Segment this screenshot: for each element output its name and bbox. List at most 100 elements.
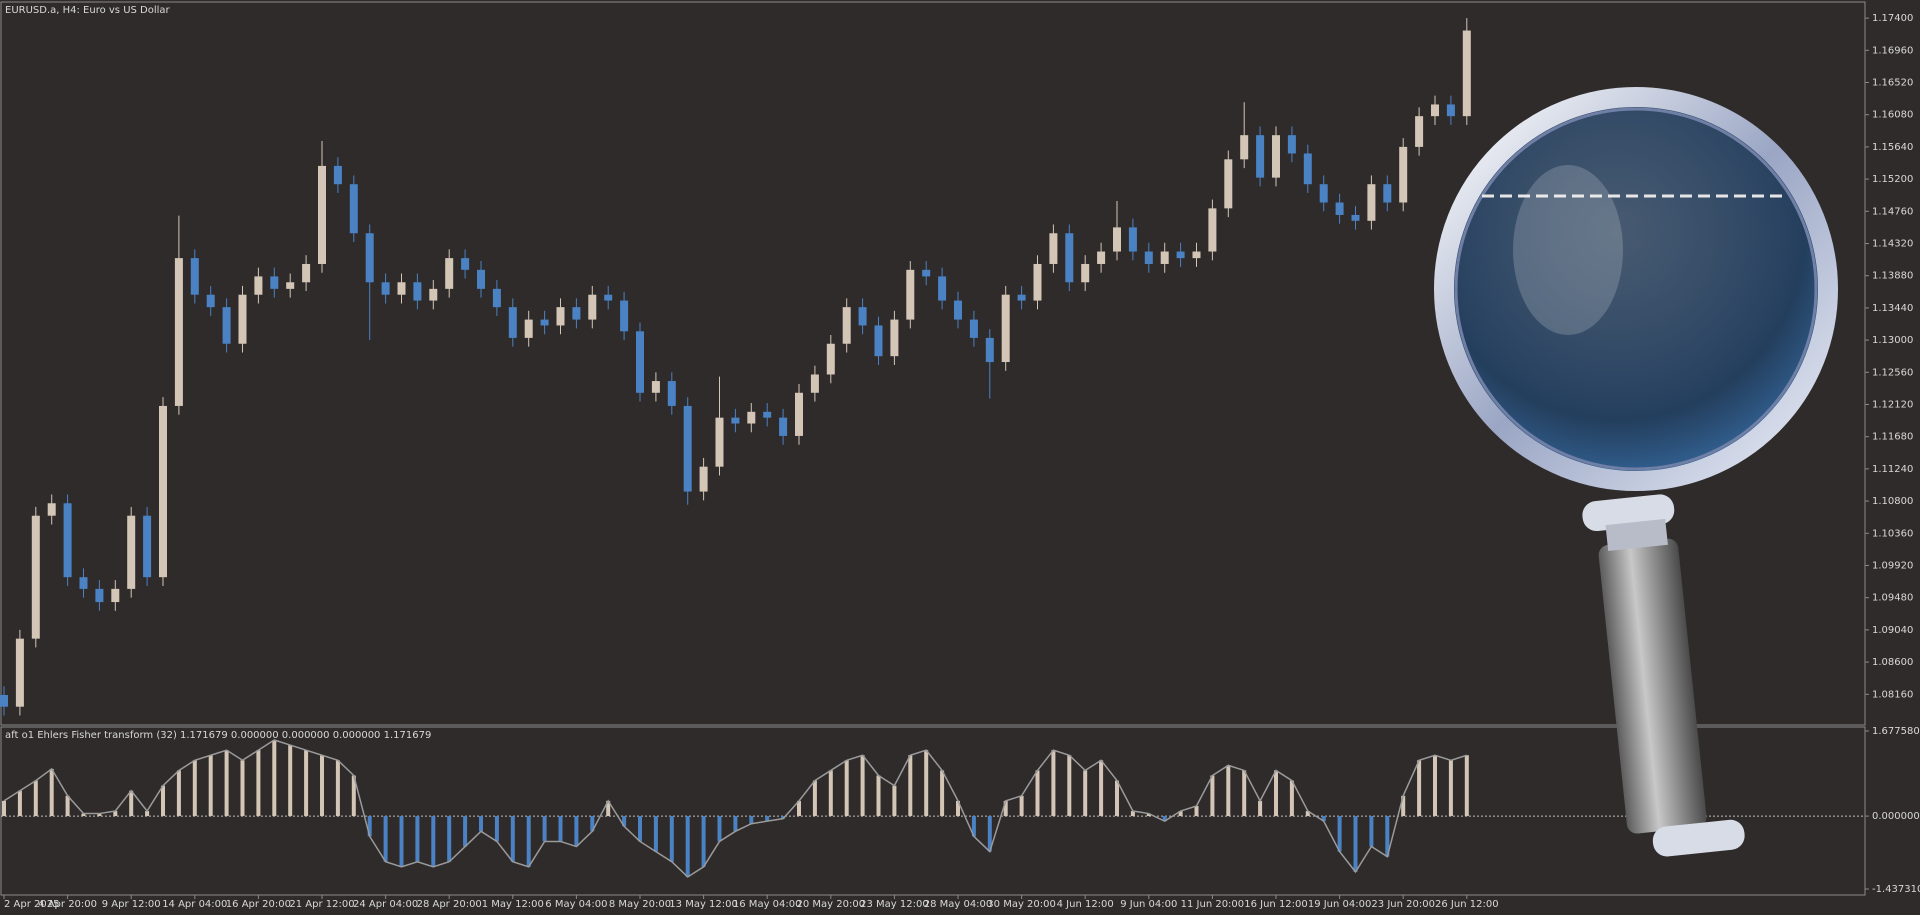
candle-body [1446,104,1455,117]
candle-body [159,405,167,578]
bar [463,816,468,847]
bar [1035,770,1040,817]
bar [987,816,992,852]
bar [860,755,865,817]
bar [1019,795,1024,817]
bar [224,750,229,817]
bar [2,800,6,817]
y-tick-label: 1.11240 [1872,464,1913,475]
bar [574,816,579,847]
y-tick-label: 1.15640 [1872,142,1913,153]
candle-body [1319,184,1328,203]
candle-body [985,337,994,363]
candle-body [1017,294,1026,301]
bar [65,795,70,817]
bar [17,790,22,817]
candle-body [1176,251,1185,259]
lens-inner-rim [1454,107,1818,471]
candle-body [461,258,470,270]
candle-body [874,325,883,357]
candle-body [1113,227,1121,252]
bar [1099,760,1104,817]
candle-body [1001,294,1010,363]
x-tick-label: 2 Apr 2025 [4,899,59,910]
candle-body [651,381,660,393]
y-tick-label: 1.11680 [1872,432,1913,443]
y-tick-label: 1.09920 [1872,560,1913,571]
candle-body [254,276,263,295]
candle-body [1128,227,1137,252]
x-tick-label: 6 May 04:00 [545,899,607,910]
candle-body [492,288,501,308]
bar [33,780,38,817]
bar [208,755,213,817]
bar [1401,795,1406,817]
candle-body [683,405,692,492]
x-tick-label: 26 Jun 12:00 [1435,899,1499,910]
candle-body [333,165,342,185]
bar [113,811,118,817]
candle-body [47,503,56,516]
candle-body [397,282,406,295]
bar [1210,775,1215,817]
candle-body [1033,263,1042,301]
bar [97,813,102,817]
candle-body [286,282,295,289]
candle-body [795,392,803,436]
candle-body [747,411,756,424]
candle-body [858,307,867,326]
y-tick-label: 1.12120 [1872,399,1913,410]
bar [494,816,499,842]
candle-body [413,282,422,301]
y-tick-label: 1.08600 [1872,657,1913,668]
candle-body [636,331,644,393]
candle-body [31,515,40,639]
bar [590,816,595,832]
bar [288,745,293,817]
bar [1146,813,1151,817]
bar [924,750,929,817]
x-tick-label: 23 May 12:00 [860,899,929,910]
y-tick-label: -1.437310 [1872,884,1920,895]
candle-body [95,588,104,603]
x-tick-label: 28 Apr 20:00 [417,899,482,910]
bar [192,760,197,817]
candle-body [1097,251,1106,264]
candle-body [111,588,120,603]
bar [1433,755,1437,817]
y-tick-label: 1.15200 [1872,174,1913,185]
bar [1178,811,1183,817]
bar [161,785,165,817]
x-tick-label: 20 May 20:00 [797,899,866,910]
candle-body [1415,116,1424,147]
candle-body [1272,135,1280,178]
x-tick-label: 24 Apr 04:00 [353,899,418,910]
bar [526,816,531,867]
candle-body [238,294,247,344]
bar [383,816,388,862]
candle-body [1351,214,1360,221]
bar [892,785,897,817]
candle-body [318,165,326,264]
candle-body [1081,263,1090,283]
bar [749,816,754,824]
bar [1289,780,1294,817]
candle-body [429,288,438,301]
candle-body [381,282,390,295]
candle-body [969,319,978,338]
candle-body [63,503,72,578]
bar [1115,780,1119,817]
y-tick-label: 1.17400 [1872,13,1913,24]
bar [399,816,404,867]
bar [1305,811,1310,817]
bar [908,755,913,817]
bar [129,790,134,817]
candle-body [938,276,947,301]
y-tick-label: 1.16080 [1872,110,1913,121]
candle-body [143,515,152,578]
handle-neck [1605,518,1668,552]
bar [176,770,181,817]
candle-body [954,300,962,320]
bar [1003,800,1008,817]
